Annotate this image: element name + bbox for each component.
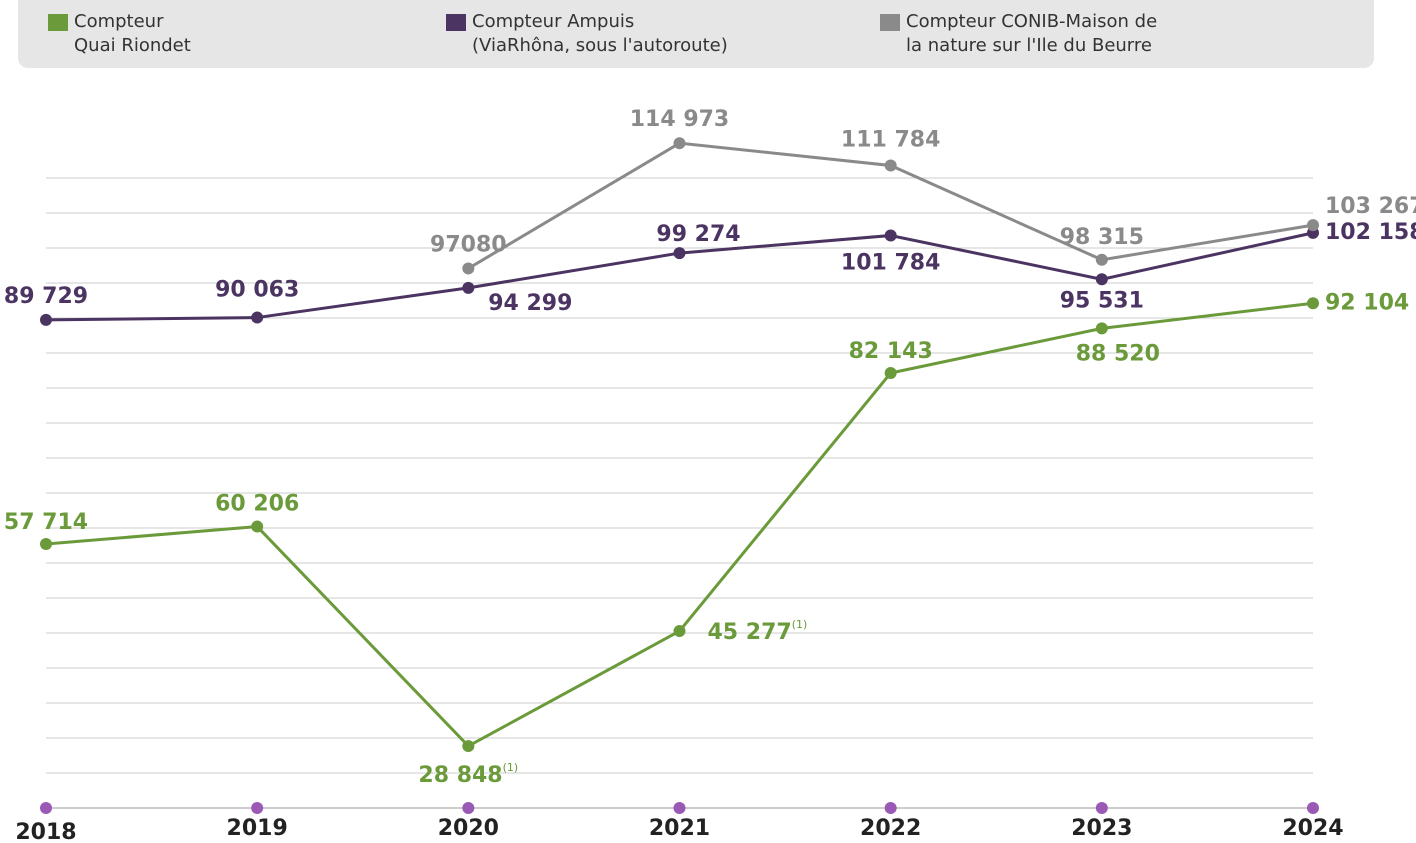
- data-label: 94 299: [488, 291, 572, 316]
- data-label: 82 143: [849, 339, 933, 364]
- x-tick-label: 2020: [438, 816, 499, 841]
- legend-swatch: [446, 14, 466, 31]
- x-tick-label: 2024: [1282, 816, 1343, 841]
- data-label: 92 104: [1325, 290, 1409, 315]
- data-point: [251, 311, 264, 324]
- data-label: 114 973: [630, 107, 730, 132]
- axis-dot: [40, 802, 52, 814]
- data-label: 98 315: [1060, 225, 1144, 250]
- axis-dot: [251, 802, 264, 814]
- legend-item: Compteur Ampuis (ViaRhôna, sous l'autoro…: [446, 10, 728, 58]
- data-label: 88 520: [1076, 341, 1160, 366]
- data-point: [1307, 297, 1319, 310]
- data-label: 101 784: [841, 251, 941, 276]
- data-label-text: 45 277: [708, 620, 792, 645]
- data-label-text: 28 848: [418, 763, 502, 788]
- legend-item: Compteur Quai Riondet: [48, 10, 191, 58]
- series-line: [45, 301, 1314, 748]
- data-point: [673, 247, 686, 260]
- data-label: 102 158: [1325, 220, 1416, 245]
- x-tick-label: 2019: [227, 816, 288, 841]
- data-label: 45 277(1): [708, 618, 808, 645]
- footnote-mark: (1): [792, 618, 808, 631]
- data-label: 28 848(1): [418, 761, 518, 788]
- axis-dot: [462, 802, 475, 814]
- data-label: 111 784: [841, 128, 941, 153]
- data-point: [884, 366, 897, 379]
- data-point: [1307, 219, 1319, 232]
- x-tick-label: 2022: [860, 816, 921, 841]
- data-point: [1095, 273, 1108, 286]
- data-label: 103 267: [1325, 194, 1416, 219]
- data-label: 95 531: [1060, 288, 1144, 313]
- footnote-mark: (1): [503, 761, 519, 774]
- data-label: 89 729: [4, 284, 88, 309]
- data-label: 60 206: [215, 492, 299, 517]
- data-point: [462, 740, 475, 753]
- x-tick-label: 2023: [1071, 816, 1132, 841]
- data-label: 90 063: [215, 278, 299, 303]
- axis-dot: [1095, 802, 1108, 814]
- legend-label: Compteur Quai Riondet: [74, 11, 191, 56]
- legend-swatch: [48, 14, 68, 31]
- data-point: [40, 538, 52, 551]
- data-point: [462, 281, 475, 294]
- data-point: [40, 313, 52, 326]
- data-point: [1095, 253, 1108, 266]
- legend-item: Compteur CONIB-Maison de la nature sur l…: [880, 10, 1157, 58]
- legend-label: Compteur CONIB-Maison de la nature sur l…: [906, 11, 1158, 56]
- data-label: 99 274: [656, 222, 740, 247]
- data-point: [462, 262, 475, 275]
- data-point: [673, 137, 686, 150]
- data-point: [884, 229, 897, 242]
- x-tick-label: 2021: [649, 816, 710, 841]
- data-label: 57 714: [4, 510, 88, 535]
- data-point: [673, 625, 686, 638]
- data-label: 97080: [430, 232, 507, 257]
- data-point: [1095, 322, 1108, 335]
- legend-swatch: [880, 14, 900, 31]
- data-point: [251, 520, 264, 533]
- data-point: [884, 159, 897, 172]
- axis-dot: [884, 802, 897, 814]
- x-tick-label: 2018: [15, 820, 76, 843]
- axis-dot: [1307, 802, 1319, 814]
- legend: Compteur Quai Riondet Compteur Ampuis (Vi…: [18, 0, 1374, 68]
- axis-dot: [673, 802, 686, 814]
- legend-label: Compteur Ampuis (ViaRhôna, sous l'autoro…: [472, 11, 728, 56]
